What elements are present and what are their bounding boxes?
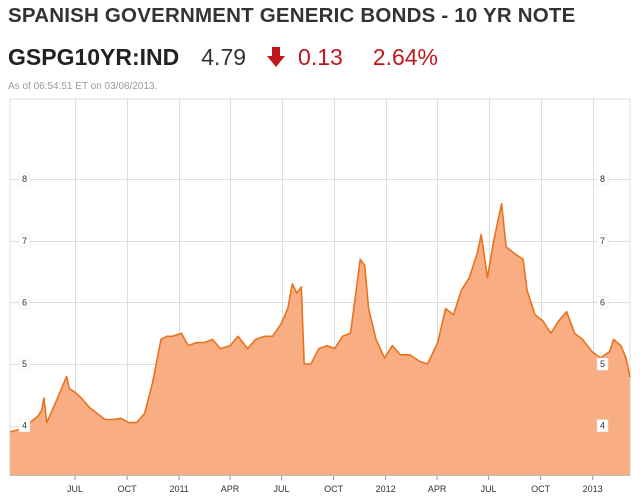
series-line [9,203,631,433]
x-tick-label: OCT [118,484,138,494]
x-tick-label: JUL [274,484,290,494]
y-tick-label-right: 5 [600,359,605,369]
ticker-symbol: GSPG10YR:IND [8,43,180,70]
y-tick-box [596,357,609,371]
y-tick-label-left: 7 [22,236,27,246]
x-tick-label: 2013 [583,484,603,494]
x-tick-label: OCT [531,484,551,494]
x-tick-label: APR [221,484,240,494]
quote-row: GSPG10YR:IND 4.79 0.13 2.64% [8,40,438,74]
y-tick-box [596,234,609,248]
price-change: 0.13 [298,43,343,70]
y-tick-label-left: 4 [22,421,27,431]
last-price: 4.79 [201,43,247,70]
x-tick-label: OCT [324,484,344,494]
y-tick-label-right: 4 [600,421,605,431]
y-tick-label-right: 6 [600,297,605,307]
x-tick-label: JUL [67,484,83,494]
yield-chart: 4 4 5 5 6 6 7 7 8 8 JUL OCT 2011 APR JUL OCT 2012 APR JUL O… [0,97,640,499]
y-tick-box [18,296,31,309]
y-tick-box [18,234,31,248]
y-tick-label-left: 5 [22,359,27,369]
series-area [10,203,630,476]
y-tick-box [596,172,609,186]
timestamp: As of 06:54:51 ET on 03/08/2013. [8,81,158,92]
x-tick-label: 2012 [376,484,396,494]
y-tick-box [18,172,31,186]
y-tick-label-left: 6 [22,297,27,307]
x-tick-label: 2011 [169,484,188,494]
y-tick-box [596,296,609,309]
y-tick-label-left: 8 [22,174,27,184]
y-tick-box [18,419,31,432]
y-tick-box [596,419,609,432]
x-tick-label: APR [428,484,447,494]
price-change-percent: 2.64% [372,43,439,70]
page-title: SPANISH GOVERNMENT GENERIC BONDS - 10 YR… [8,4,576,27]
y-tick-box [18,357,31,371]
down-arrow-icon [266,46,286,68]
y-tick-label-right: 7 [600,236,605,246]
chart-canvas: 4 4 5 5 6 6 7 7 8 8 JUL OCT 2011 APR JUL OCT 2012 APR JUL O… [9,98,631,494]
x-tick-label: JUL [481,484,497,494]
y-tick-label-right: 8 [600,174,605,184]
